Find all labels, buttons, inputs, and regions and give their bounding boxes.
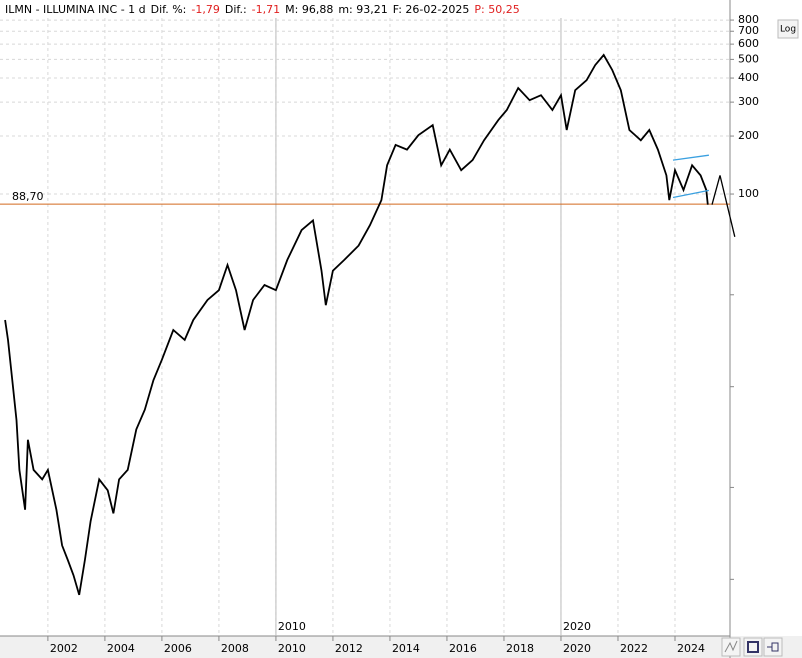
y-tick-label: 200 — [738, 129, 759, 142]
y-tick-label: 600 — [738, 37, 759, 50]
y-tick-label: 400 — [738, 71, 759, 84]
header-item: M: 96,88 — [285, 3, 333, 16]
x-tick-label: 2012 — [335, 642, 363, 655]
header-item: P: 50,25 — [474, 3, 519, 16]
y-tick-label: 300 — [738, 95, 759, 108]
y-tick-label: 100 — [738, 187, 759, 200]
price-line — [672, 189, 710, 199]
price-line — [711, 175, 736, 237]
decade-label: 2020 — [563, 620, 591, 633]
price-line — [4, 53, 709, 596]
header-item: m: 93,21 — [338, 3, 387, 16]
save-button[interactable] — [743, 637, 763, 657]
x-tick-label: 2018 — [506, 642, 534, 655]
x-tick-label: 2008 — [221, 642, 249, 655]
header-item: -1,79 — [191, 3, 219, 16]
x-tick-label: 2004 — [107, 642, 135, 655]
header: ILMN - ILLUMINA INC - 1 d Dif. %: -1,79 Dif… — [5, 3, 520, 16]
x-tick-label: 2016 — [449, 642, 477, 655]
x-tick-label: 2024 — [677, 642, 705, 655]
x-tick-label: 2002 — [50, 642, 78, 655]
x-tick-label: 2006 — [164, 642, 192, 655]
y-tick-label: 700 — [738, 24, 759, 37]
tool-icon — [724, 640, 738, 653]
pin-icon — [767, 642, 779, 652]
decade-label: 2010 — [278, 620, 306, 633]
header-item: Dif. %: — [151, 3, 187, 16]
header-item: -1,71 — [252, 3, 280, 16]
tool-button[interactable] — [721, 637, 741, 657]
plot: 2010 2020 88,70 — [0, 18, 736, 636]
level-label: 88,70 — [12, 190, 44, 203]
header-item: ILMN - ILLUMINA INC - 1 d — [5, 3, 146, 16]
header-item: F: 26-02-2025 — [393, 3, 470, 16]
x-tick-label: 2010 — [278, 642, 306, 655]
x-tick-label: 2022 — [620, 642, 648, 655]
log-button-label: Log — [780, 25, 796, 35]
save-icon — [747, 641, 759, 653]
y-tick-label: 800 — [738, 13, 759, 26]
pin-button[interactable] — [763, 637, 783, 657]
header-item: Dif.: — [225, 3, 247, 16]
x-tick-label: 2014 — [392, 642, 420, 655]
price-line — [672, 154, 709, 161]
header-bg — [0, 0, 480, 18]
log-button[interactable] — [777, 19, 799, 39]
x-axis-bar — [0, 636, 802, 658]
y-tick-label: 500 — [738, 52, 759, 65]
x-tick-label: 2020 — [563, 642, 591, 655]
